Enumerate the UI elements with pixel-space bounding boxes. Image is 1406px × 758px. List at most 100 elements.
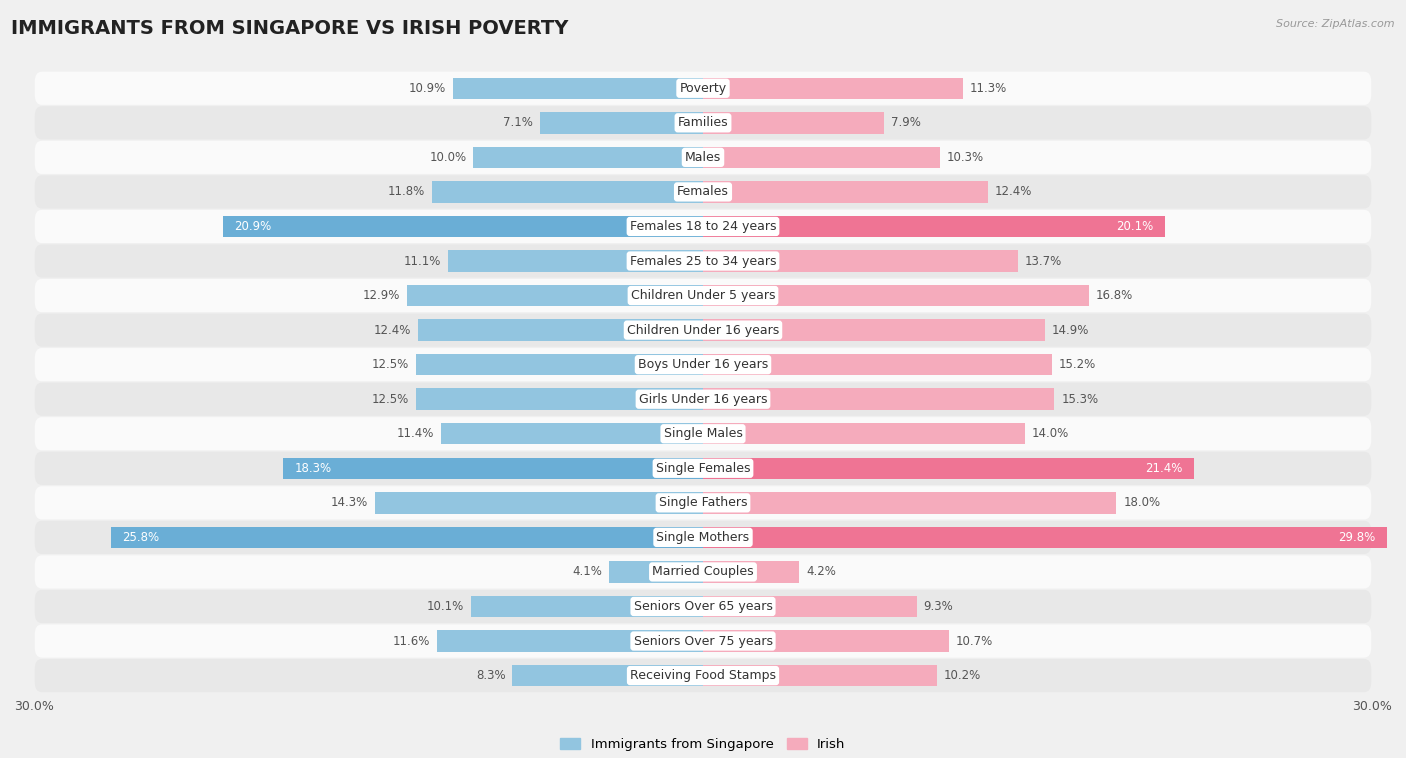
FancyBboxPatch shape — [35, 659, 1371, 692]
Bar — [283, 458, 703, 479]
Bar — [703, 389, 1054, 410]
Text: Single Males: Single Males — [664, 428, 742, 440]
Text: IMMIGRANTS FROM SINGAPORE VS IRISH POVERTY: IMMIGRANTS FROM SINGAPORE VS IRISH POVER… — [11, 19, 568, 38]
FancyBboxPatch shape — [35, 556, 1371, 588]
Bar — [703, 665, 938, 686]
Text: 15.3%: 15.3% — [1062, 393, 1098, 406]
FancyBboxPatch shape — [35, 279, 1371, 312]
Bar — [703, 216, 1164, 237]
FancyBboxPatch shape — [35, 383, 1371, 416]
Bar — [111, 527, 703, 548]
Text: 16.8%: 16.8% — [1095, 289, 1133, 302]
Text: 10.7%: 10.7% — [956, 634, 993, 647]
Text: 12.9%: 12.9% — [363, 289, 399, 302]
Bar — [474, 146, 703, 168]
Bar — [703, 354, 1052, 375]
Bar — [703, 285, 1088, 306]
Text: 15.2%: 15.2% — [1059, 358, 1097, 371]
Bar — [703, 250, 1018, 271]
Text: 11.8%: 11.8% — [388, 186, 425, 199]
Bar — [540, 112, 703, 133]
Text: 14.3%: 14.3% — [330, 496, 368, 509]
Text: 18.3%: 18.3% — [294, 462, 332, 475]
Text: 4.1%: 4.1% — [572, 565, 602, 578]
FancyBboxPatch shape — [35, 72, 1371, 105]
FancyBboxPatch shape — [35, 348, 1371, 381]
FancyBboxPatch shape — [35, 175, 1371, 208]
FancyBboxPatch shape — [35, 141, 1371, 174]
Bar — [703, 561, 800, 583]
Text: 12.4%: 12.4% — [374, 324, 412, 337]
Text: 8.3%: 8.3% — [475, 669, 506, 682]
Text: 21.4%: 21.4% — [1146, 462, 1182, 475]
Text: 12.5%: 12.5% — [371, 358, 409, 371]
Bar — [418, 319, 703, 341]
Text: 25.8%: 25.8% — [122, 531, 159, 544]
Text: Poverty: Poverty — [679, 82, 727, 95]
Text: 7.9%: 7.9% — [891, 116, 921, 130]
FancyBboxPatch shape — [35, 590, 1371, 623]
Text: 20.1%: 20.1% — [1116, 220, 1153, 233]
Text: Single Females: Single Females — [655, 462, 751, 475]
Text: 18.0%: 18.0% — [1123, 496, 1160, 509]
Bar — [374, 492, 703, 514]
Bar — [224, 216, 703, 237]
Text: 9.3%: 9.3% — [924, 600, 953, 613]
FancyBboxPatch shape — [35, 521, 1371, 554]
Text: Single Fathers: Single Fathers — [659, 496, 747, 509]
Bar — [703, 492, 1116, 514]
FancyBboxPatch shape — [35, 244, 1371, 277]
Text: 10.3%: 10.3% — [946, 151, 984, 164]
Bar — [406, 285, 703, 306]
Bar — [449, 250, 703, 271]
FancyBboxPatch shape — [35, 417, 1371, 450]
Bar — [703, 596, 917, 617]
Text: Seniors Over 75 years: Seniors Over 75 years — [634, 634, 772, 647]
Bar — [703, 112, 884, 133]
Bar — [416, 389, 703, 410]
FancyBboxPatch shape — [35, 452, 1371, 485]
Bar — [703, 527, 1388, 548]
Text: 13.7%: 13.7% — [1025, 255, 1062, 268]
Text: 10.0%: 10.0% — [429, 151, 467, 164]
Text: Males: Males — [685, 151, 721, 164]
Bar — [703, 458, 1195, 479]
Text: 30.0%: 30.0% — [1353, 700, 1392, 713]
Bar — [703, 146, 939, 168]
Bar — [703, 181, 988, 202]
Bar — [512, 665, 703, 686]
Text: 4.2%: 4.2% — [807, 565, 837, 578]
Bar — [441, 423, 703, 444]
FancyBboxPatch shape — [35, 487, 1371, 519]
Text: 29.8%: 29.8% — [1339, 531, 1376, 544]
Text: 11.4%: 11.4% — [396, 428, 434, 440]
Text: 20.9%: 20.9% — [235, 220, 271, 233]
Text: 10.1%: 10.1% — [427, 600, 464, 613]
Text: 14.9%: 14.9% — [1052, 324, 1090, 337]
Text: 12.4%: 12.4% — [994, 186, 1032, 199]
Bar — [453, 77, 703, 99]
Text: Seniors Over 65 years: Seniors Over 65 years — [634, 600, 772, 613]
Text: Children Under 16 years: Children Under 16 years — [627, 324, 779, 337]
FancyBboxPatch shape — [35, 106, 1371, 139]
Text: Source: ZipAtlas.com: Source: ZipAtlas.com — [1277, 19, 1395, 29]
FancyBboxPatch shape — [35, 314, 1371, 346]
Text: 11.6%: 11.6% — [392, 634, 430, 647]
Text: Families: Families — [678, 116, 728, 130]
Text: Females 25 to 34 years: Females 25 to 34 years — [630, 255, 776, 268]
Text: 11.3%: 11.3% — [969, 82, 1007, 95]
Text: Receiving Food Stamps: Receiving Food Stamps — [630, 669, 776, 682]
FancyBboxPatch shape — [35, 210, 1371, 243]
Bar — [416, 354, 703, 375]
Text: 7.1%: 7.1% — [503, 116, 533, 130]
Text: Single Mothers: Single Mothers — [657, 531, 749, 544]
Bar — [437, 631, 703, 652]
Bar — [609, 561, 703, 583]
Text: 14.0%: 14.0% — [1032, 428, 1069, 440]
Bar — [471, 596, 703, 617]
Legend: Immigrants from Singapore, Irish: Immigrants from Singapore, Irish — [555, 732, 851, 756]
Bar — [703, 631, 949, 652]
Text: 30.0%: 30.0% — [14, 700, 53, 713]
Text: 12.5%: 12.5% — [371, 393, 409, 406]
Text: 11.1%: 11.1% — [404, 255, 441, 268]
